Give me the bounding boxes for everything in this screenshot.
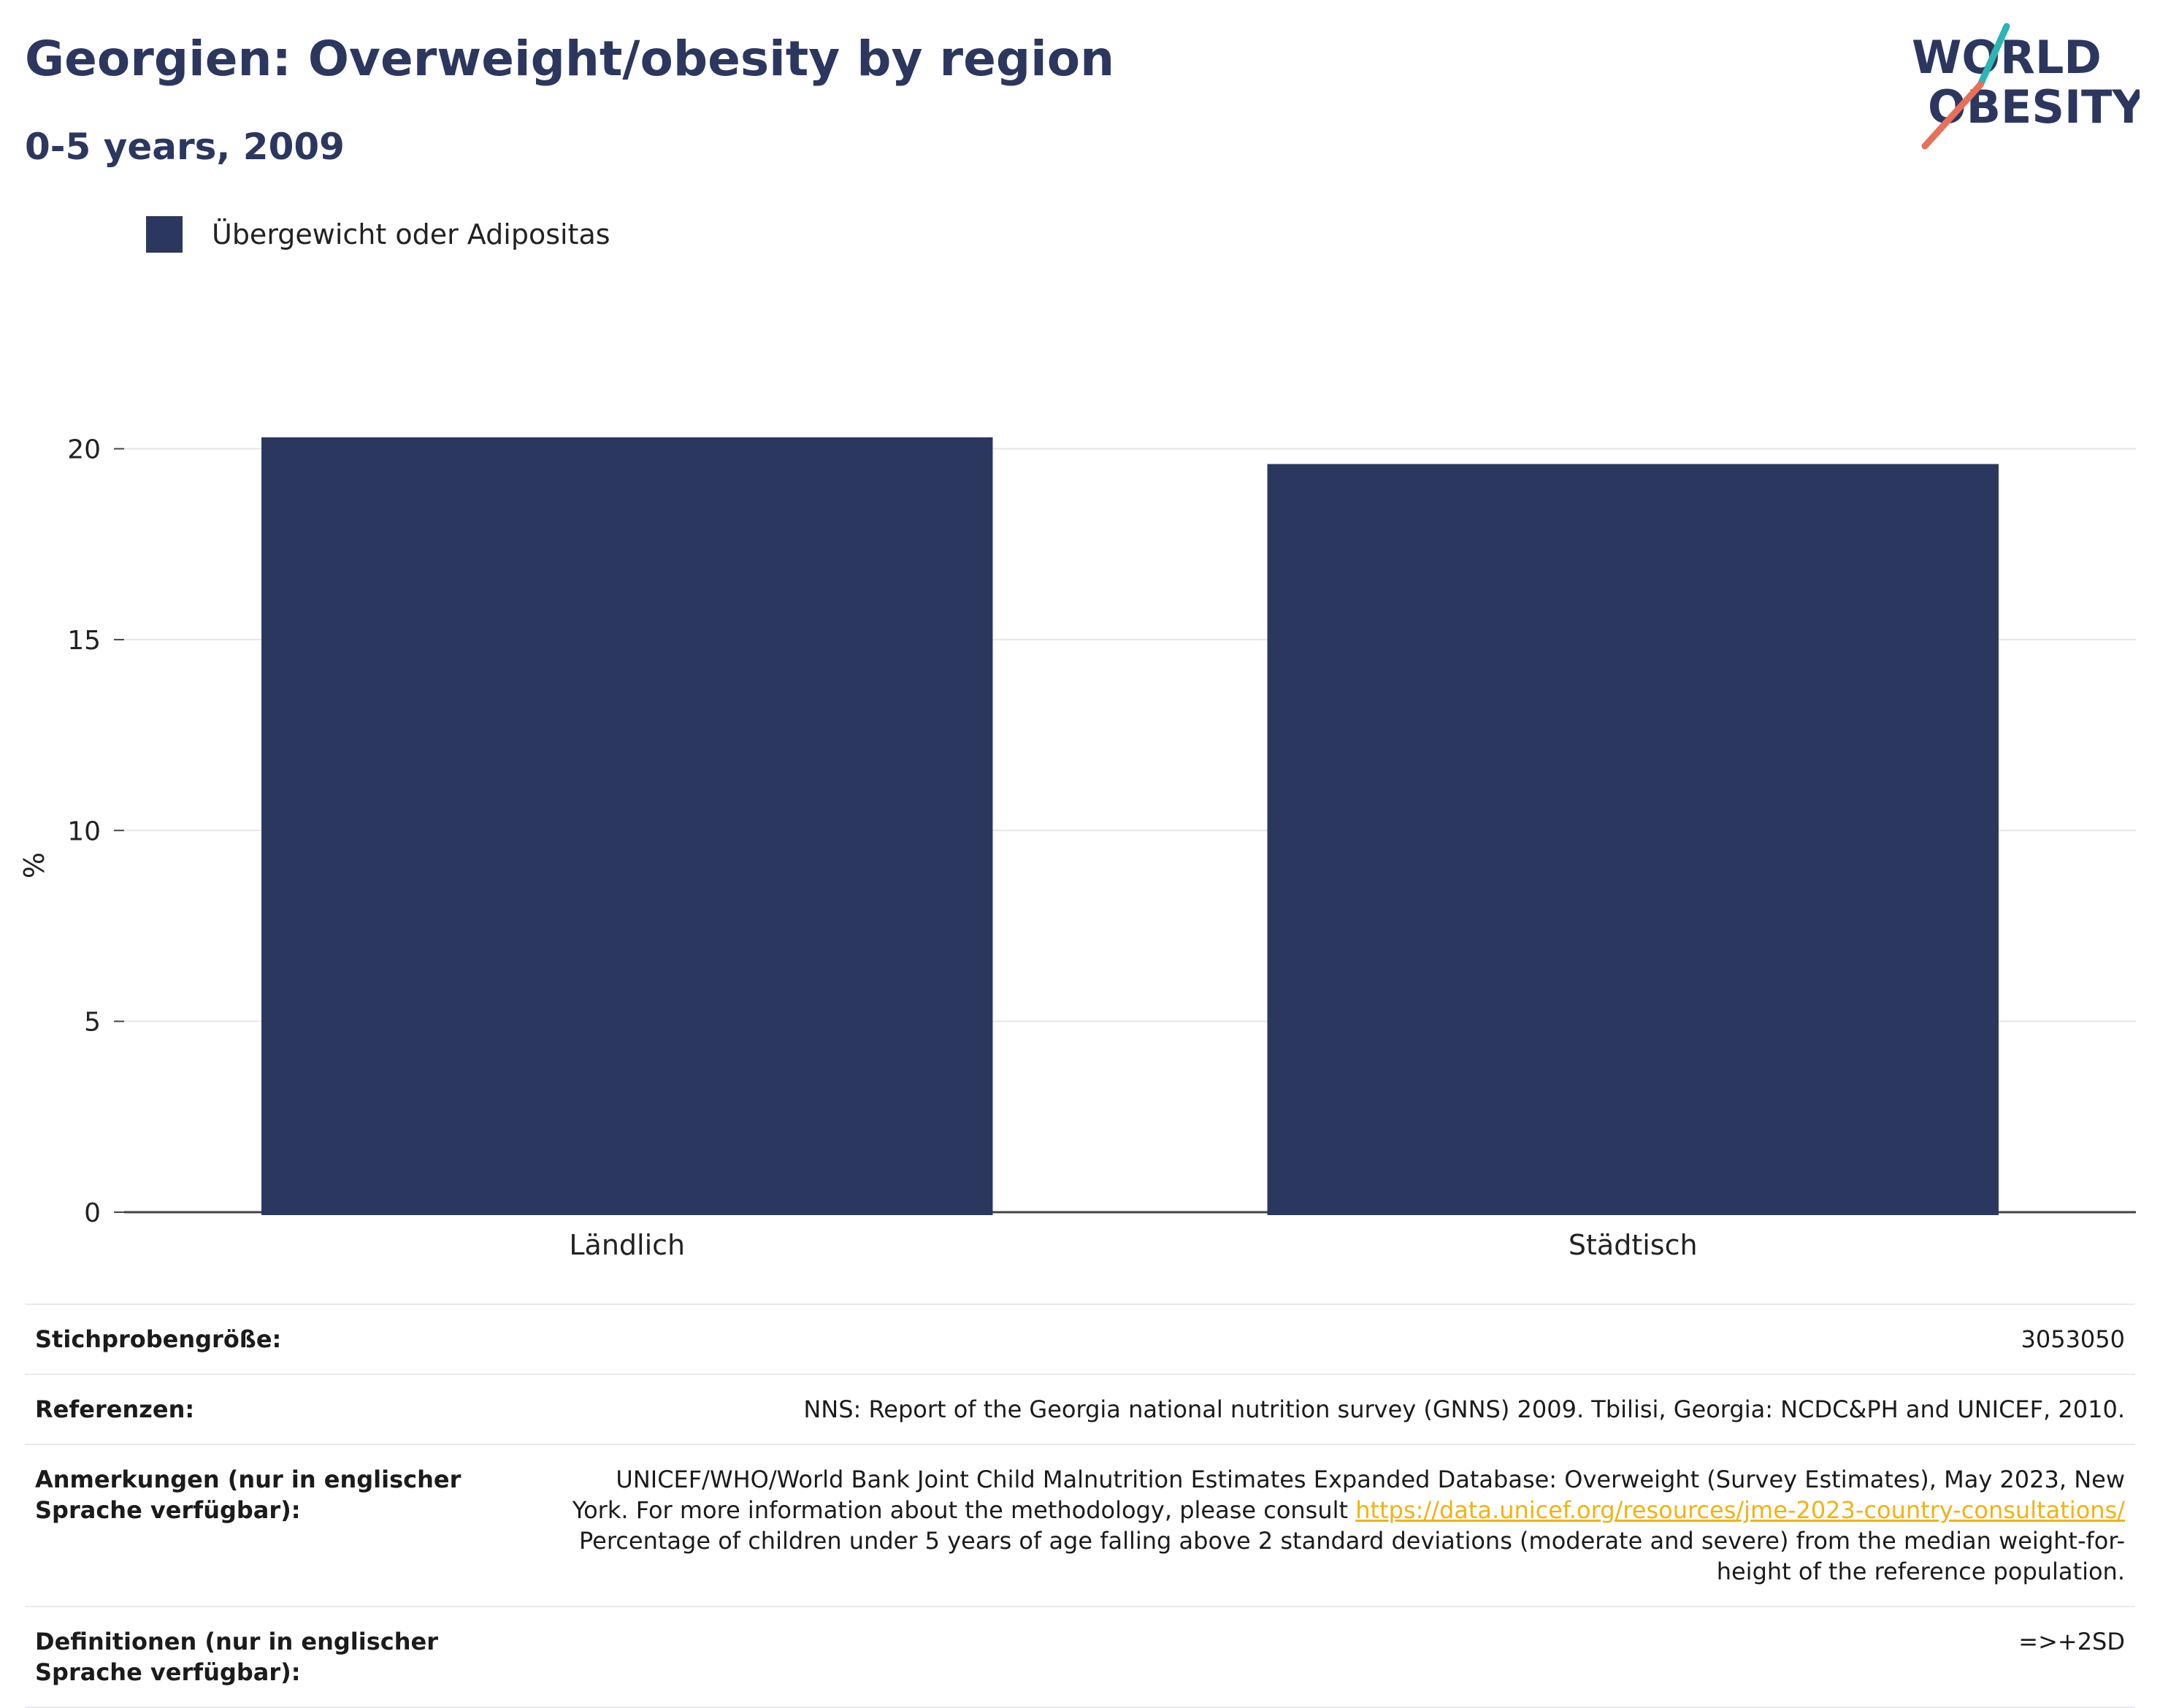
y-axis-label: %: [18, 852, 50, 878]
legend: Übergewicht oder Adipositas: [146, 216, 610, 253]
notes-text-2: Percentage of children under 5 years of …: [579, 1527, 2125, 1585]
definitions-label: Definitionen (nur in englischer Sprache …: [25, 1606, 549, 1708]
logo-slash-red: [1921, 81, 1984, 150]
sample-size-label: Stichprobengröße:: [25, 1303, 549, 1374]
legend-label: Übergewicht oder Adipositas: [212, 218, 610, 250]
x-tick-label: Städtisch: [1569, 1229, 1698, 1261]
notes-value: UNICEF/WHO/World Bank Joint Child Malnut…: [549, 1444, 2135, 1606]
logo-line-1: WORLD: [1912, 31, 2102, 84]
y-tick-label: 0: [84, 1198, 101, 1228]
y-tick-label: 15: [67, 626, 101, 656]
bar-0[interactable]: [261, 437, 993, 1215]
bar-chart: 0 5 10 15 20 Ländlich Städtisch %: [18, 435, 2136, 1261]
bars: [261, 437, 1999, 1215]
y-tick-label: 20: [67, 435, 101, 465]
sample-size-value: 3053050: [549, 1303, 2135, 1374]
info-row-notes: Anmerkungen (nur in englischer Sprache v…: [25, 1444, 2135, 1606]
legend-swatch: [146, 216, 183, 253]
notes-text-1: UNICEF/WHO/World Bank Joint Child Malnut…: [572, 1466, 2125, 1524]
world-obesity-logo: WORLD OBESITY: [1912, 23, 2140, 150]
y-tick-label: 5: [84, 1008, 101, 1038]
chart-subtitle: 0-5 years, 2009: [25, 126, 345, 168]
definitions-value: =>+2SD: [549, 1606, 2135, 1708]
info-row-references: Referenzen: NNS: Report of the Georgia n…: [25, 1374, 2135, 1444]
logo-slash-teal: [1977, 23, 2010, 88]
info-row-definitions: Definitionen (nur in englischer Sprache …: [25, 1606, 2135, 1708]
references-value: NNS: Report of the Georgia national nutr…: [549, 1374, 2135, 1444]
info-table: Stichprobengröße: 3053050 Referenzen: NN…: [25, 1303, 2135, 1708]
y-tick-label: 10: [67, 816, 101, 846]
notes-label: Anmerkungen (nur in englischer Sprache v…: [25, 1444, 549, 1606]
bar-1[interactable]: [1267, 464, 1999, 1215]
x-tick-labels: Ländlich Städtisch: [569, 1229, 1697, 1261]
info-row-sample-size: Stichprobengröße: 3053050: [25, 1303, 2135, 1374]
references-label: Referenzen:: [25, 1374, 549, 1444]
x-tick-label: Ländlich: [569, 1229, 685, 1261]
methodology-link[interactable]: https://data.unicef.org/resources/jme-20…: [1355, 1496, 2125, 1524]
chart-title: Georgien: Overweight/obesity by region: [25, 31, 1115, 87]
y-tick-labels: 0 5 10 15 20: [67, 435, 101, 1228]
